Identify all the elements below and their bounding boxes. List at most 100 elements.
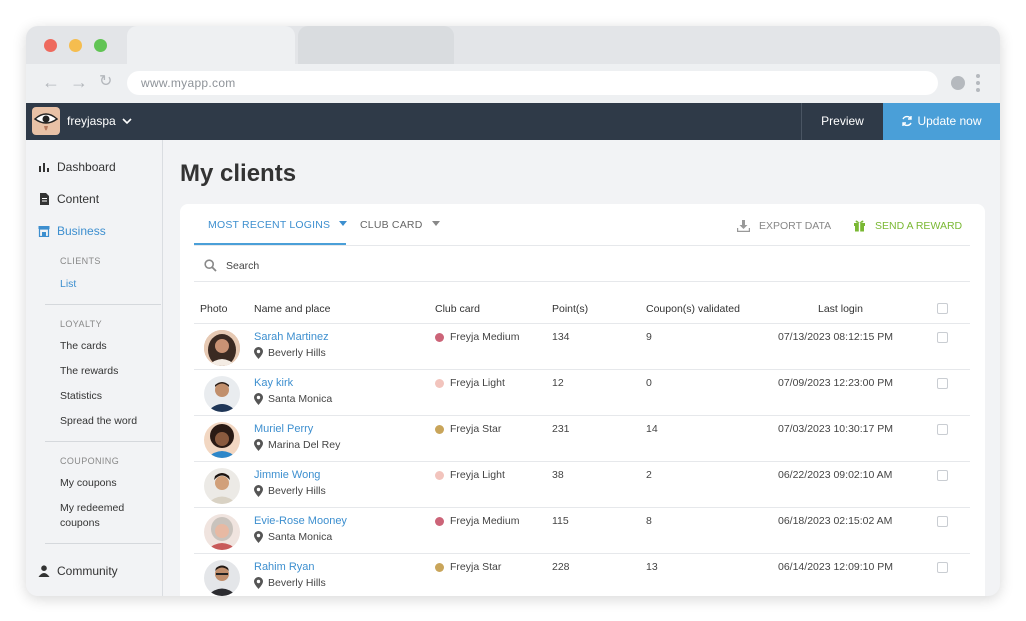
divider [194, 281, 970, 282]
select-all-checkbox[interactable] [937, 303, 948, 314]
avatar [204, 468, 240, 504]
section-heading-loyalty: LOYALTY [60, 319, 102, 329]
browser-window: ← → ↻ www.myapp.com freyjaspa Preview Up… [26, 26, 1000, 596]
preview-button[interactable]: Preview [801, 103, 883, 140]
sidebar-item-spread-the-word[interactable]: Spread the word [60, 415, 138, 427]
forward-arrow-icon[interactable]: → [70, 72, 88, 92]
coupons-cell: 14 [646, 423, 658, 435]
browser-tab-active[interactable] [127, 26, 295, 64]
sidebar-item-list[interactable]: List [60, 278, 77, 290]
search-placeholder: Search [226, 259, 260, 272]
close-window-button[interactable] [44, 39, 57, 52]
row-checkbox[interactable] [937, 378, 948, 389]
club-card-label: Freyja Star [450, 423, 502, 435]
update-now-button[interactable]: Update now [883, 103, 1000, 140]
column-header-coupons-validated[interactable]: Coupon(s) validated [646, 303, 740, 315]
sidebar-item-the-cards[interactable]: The cards [60, 340, 107, 352]
column-header-photo: Photo [200, 303, 228, 315]
avatar [204, 514, 240, 550]
sidebar-item-dashboard[interactable]: Dashboard [38, 160, 116, 174]
client-place: Beverly Hills [254, 347, 326, 359]
last-login-cell: 07/09/2023 12:23:00 PM [778, 377, 894, 389]
table-row[interactable]: Muriel Perry Marina Del Rey Freyja Star … [194, 415, 970, 461]
club-card-cell: Freyja Star [435, 423, 501, 435]
sidebar-item-community[interactable]: Community [38, 564, 118, 578]
avatar [204, 376, 240, 412]
search-icon [204, 259, 217, 272]
bar-chart-icon [39, 163, 49, 172]
search-field[interactable]: Search [204, 259, 259, 272]
minimize-window-button[interactable] [69, 39, 82, 52]
address-bar[interactable]: www.myapp.com [127, 71, 938, 95]
sidebar-item-business[interactable]: Business [38, 224, 106, 238]
club-card-cell: Freyja Medium [435, 515, 519, 527]
back-arrow-icon[interactable]: ← [42, 72, 60, 92]
client-name-link[interactable]: Rahim Ryan [254, 561, 315, 573]
sidebar-item-label: Content [57, 192, 100, 206]
location-pin-icon [254, 439, 263, 451]
filter-label: MOST RECENT LOGINS [208, 219, 331, 231]
divider [45, 441, 161, 442]
client-place: Marina Del Rey [254, 439, 340, 451]
send-a-reward-label: SEND A REWARD [875, 219, 963, 232]
send-a-reward-button[interactable]: SEND A REWARD [853, 219, 962, 232]
club-card-color-dot [435, 562, 444, 572]
sidebar: Dashboard Content Business CLIENTS List … [26, 140, 163, 596]
sidebar-item-my-redeemed-coupons[interactable]: My redeemed coupons [60, 501, 124, 531]
browser-menu-icon[interactable] [976, 74, 980, 95]
main-content: My clients MOST RECENT LOGINS CLUB CARD … [163, 140, 1000, 596]
table-row[interactable]: Jimmie Wong Beverly Hills Freyja Light 3… [194, 461, 970, 507]
avatar [204, 560, 240, 596]
sidebar-item-the-rewards[interactable]: The rewards [60, 365, 119, 377]
points-cell: 12 [552, 377, 564, 389]
filter-club-card[interactable]: CLUB CARD [360, 219, 440, 231]
reload-icon[interactable]: ↻ [99, 73, 113, 90]
row-checkbox[interactable] [937, 562, 948, 573]
divider [194, 245, 970, 246]
account-switcher[interactable]: freyjaspa [67, 114, 132, 128]
client-name-link[interactable]: Muriel Perry [254, 423, 314, 435]
export-data-button[interactable]: EXPORT DATA [737, 219, 831, 232]
row-checkbox[interactable] [937, 516, 948, 527]
client-name-link[interactable]: Jimmie Wong [254, 469, 321, 481]
app-header: freyjaspa Preview Update now [26, 103, 1000, 140]
filter-most-recent-logins[interactable]: MOST RECENT LOGINS [208, 219, 348, 231]
column-header-club-card[interactable]: Club card [435, 303, 480, 315]
coupons-cell: 9 [646, 331, 652, 343]
column-header-points[interactable]: Point(s) [552, 303, 589, 315]
browser-tab-inactive[interactable] [298, 26, 454, 64]
row-checkbox[interactable] [937, 332, 948, 343]
club-card-label: Freyja Light [450, 377, 505, 389]
table-row[interactable]: Kay kirk Santa Monica Freyja Light 12 0 … [194, 369, 970, 415]
points-cell: 228 [552, 561, 570, 573]
club-card-label: Freyja Star [450, 561, 502, 573]
account-logo[interactable] [32, 107, 60, 135]
row-checkbox[interactable] [937, 470, 948, 481]
client-name-link[interactable]: Sarah Martinez [254, 331, 329, 343]
points-cell: 134 [552, 331, 570, 343]
maximize-window-button[interactable] [94, 39, 107, 52]
client-name-link[interactable]: Evie-Rose Mooney [254, 515, 347, 527]
sidebar-item-content[interactable]: Content [38, 192, 99, 206]
sidebar-item-my-coupons[interactable]: My coupons [60, 477, 117, 489]
profile-circle-icon[interactable] [951, 76, 965, 90]
avatar [204, 422, 240, 458]
table-row[interactable]: Rahim Ryan Beverly Hills Freyja Star 228… [194, 553, 970, 596]
client-name-link[interactable]: Kay kirk [254, 377, 294, 389]
client-place-label: Beverly Hills [268, 577, 326, 589]
gift-icon [854, 220, 865, 232]
download-icon [737, 220, 750, 232]
row-checkbox[interactable] [937, 424, 948, 435]
clients-card: MOST RECENT LOGINS CLUB CARD EXPORT DATA… [180, 204, 985, 596]
sidebar-item-label: Dashboard [57, 160, 116, 174]
table-row[interactable]: Evie-Rose Mooney Santa Monica Freyja Med… [194, 507, 970, 553]
club-card-cell: Freyja Light [435, 469, 505, 481]
store-icon [38, 226, 50, 237]
avatar [204, 330, 240, 366]
column-header-last-login[interactable]: Last login [818, 303, 863, 315]
sidebar-item-statistics[interactable]: Statistics [60, 390, 103, 402]
column-header-name-and-place[interactable]: Name and place [254, 303, 331, 315]
table-row[interactable]: Sarah Martinez Beverly Hills Freyja Medi… [194, 323, 970, 369]
browser-toolbar: ← → ↻ www.myapp.com [26, 64, 1000, 103]
caret-down-icon [431, 221, 440, 226]
